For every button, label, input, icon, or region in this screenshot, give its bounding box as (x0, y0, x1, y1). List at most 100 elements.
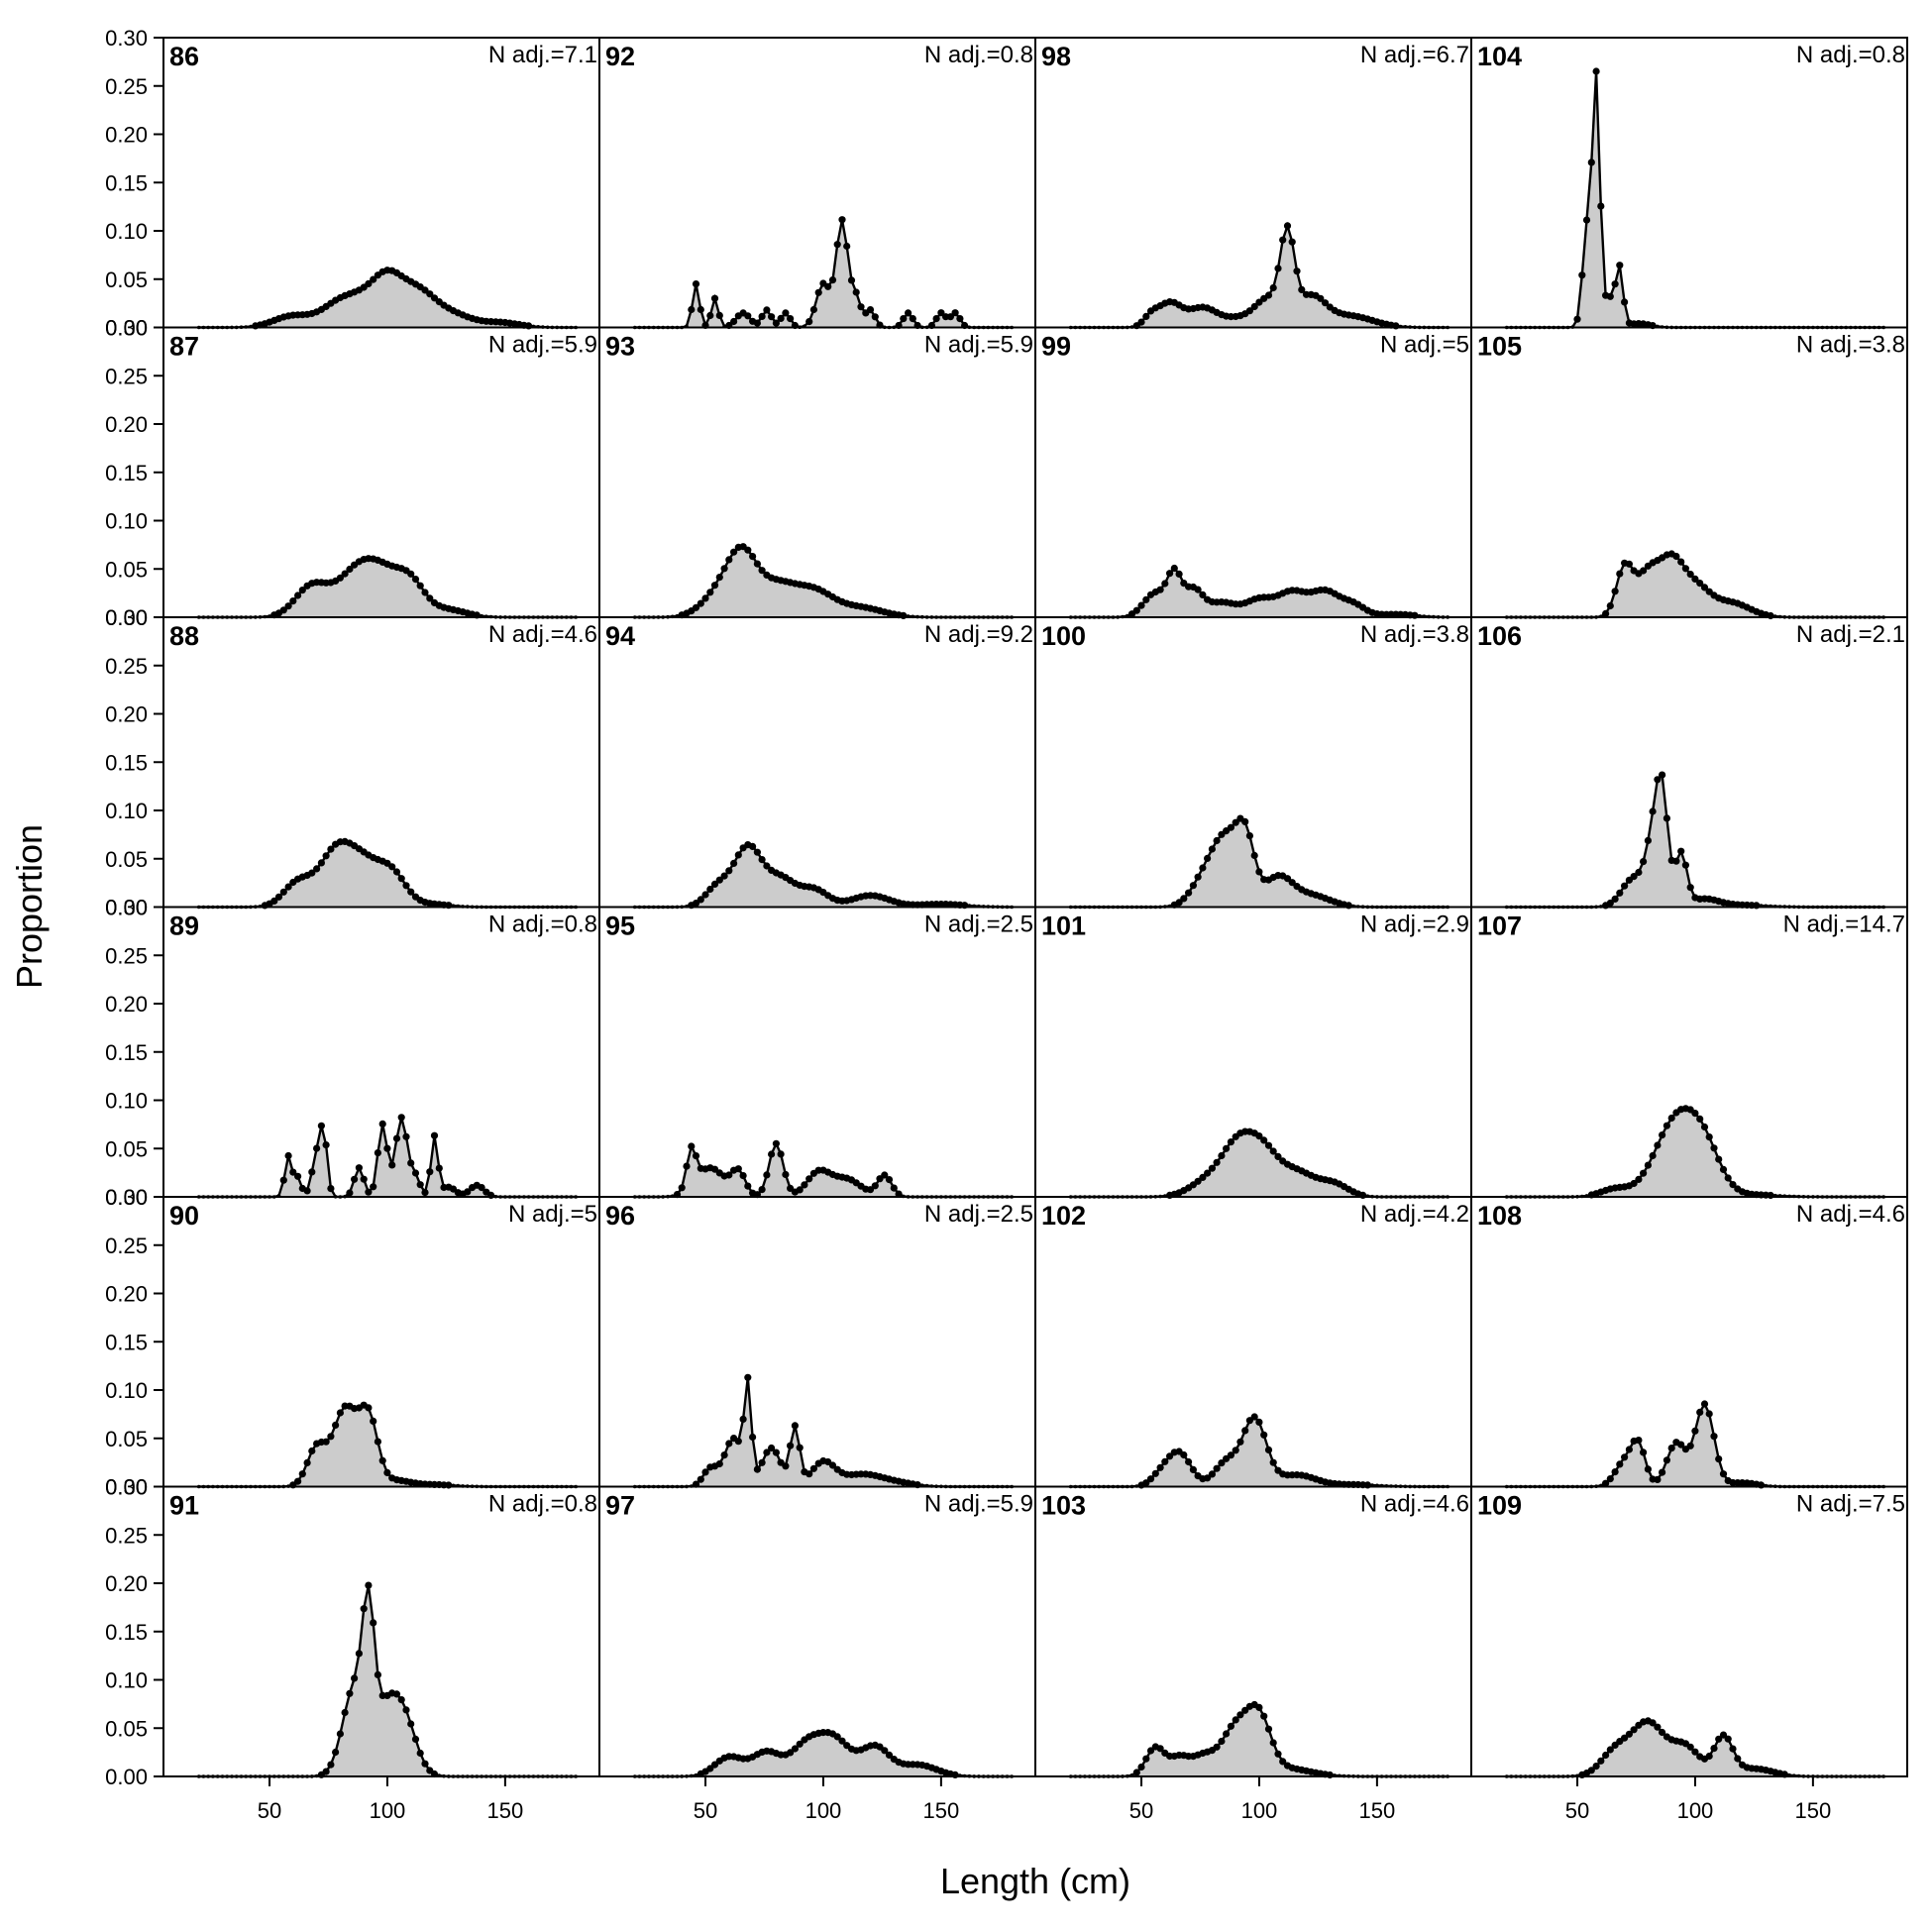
n-adj-label: N adj.=3.8 (1796, 332, 1905, 359)
data-point (1630, 1179, 1638, 1188)
data-point (1137, 318, 1145, 326)
data-point (294, 591, 302, 599)
panel-frame (598, 37, 1036, 329)
data-point (464, 1188, 472, 1196)
data-point (1264, 1446, 1273, 1453)
data-point (1223, 1144, 1231, 1152)
n-adj-label: N adj.=2.5 (924, 1201, 1033, 1228)
data-point (346, 1689, 354, 1697)
y-tick-label: 0.05 (105, 1716, 148, 1741)
data-point (1199, 590, 1207, 599)
data-point (734, 851, 742, 859)
data-point (1269, 1147, 1277, 1155)
data-point (1223, 1730, 1231, 1738)
data-point (336, 1409, 344, 1417)
panel-id-label: 90 (169, 1201, 199, 1231)
panel-frame (598, 1196, 1036, 1488)
data-point (1691, 1110, 1699, 1118)
n-adj-label: N adj.=3.8 (1360, 621, 1469, 648)
data-point (758, 1458, 766, 1466)
data-point (688, 305, 696, 314)
data-point (426, 594, 434, 602)
data-point (1611, 895, 1619, 904)
series-line-104 (1506, 70, 1884, 329)
panel-90: 90 N adj.=5 (162, 1196, 600, 1489)
n-adj-label: N adj.=0.8 (1796, 42, 1905, 68)
y-tick-label: 0.30 (105, 1475, 148, 1500)
data-point (270, 897, 278, 906)
data-point (1213, 836, 1221, 845)
y-tick-label: 0.15 (105, 1040, 148, 1065)
area-fill-93 (634, 546, 1013, 617)
panel-86: 86 N adj.=7.1 (162, 37, 600, 330)
data-point (678, 1184, 686, 1192)
data-point (1724, 1735, 1732, 1743)
y-tick-label: 0.20 (105, 702, 148, 727)
data-point (327, 845, 335, 853)
x-tick-label: 50 (1565, 1798, 1589, 1823)
data-point (777, 314, 785, 322)
panel-id-label: 89 (169, 912, 199, 941)
data-point (951, 309, 959, 317)
data-point (1700, 1123, 1709, 1131)
data-point (322, 1438, 330, 1446)
data-point (1204, 1169, 1212, 1177)
y-tick-label: 0.05 (105, 557, 148, 582)
data-point (392, 1690, 401, 1698)
panel-id-label: 105 (1477, 332, 1522, 362)
data-point (772, 1449, 781, 1456)
data-point (1705, 1752, 1713, 1761)
series-line-106 (1506, 772, 1884, 909)
panel-108: 108 N adj.=4.6 (1470, 1196, 1908, 1489)
data-point (1269, 1458, 1277, 1466)
data-point (1241, 1427, 1249, 1435)
data-point (1274, 1152, 1282, 1160)
data-point (763, 862, 771, 870)
data-point (1204, 854, 1212, 863)
panel-id-label: 93 (605, 332, 635, 362)
data-point (1663, 814, 1670, 822)
data-point (1264, 291, 1273, 299)
data-point (1700, 1400, 1709, 1408)
data-point (289, 597, 297, 605)
data-point (1734, 1755, 1742, 1763)
x-axis-title: Length (cm) (940, 1861, 1130, 1901)
data-point (407, 1159, 415, 1167)
n-adj-label: N adj.=0.8 (924, 42, 1033, 68)
data-point (1592, 1763, 1600, 1771)
data-point (697, 1475, 704, 1483)
data-point (739, 1172, 747, 1180)
panel-99: 99 N adj.=5 (1034, 326, 1472, 619)
y-tick-label: 0.30 (105, 605, 148, 630)
data-point (1156, 1463, 1164, 1471)
panel-frame (598, 326, 1036, 618)
data-point (1283, 875, 1292, 883)
data-point (725, 1171, 733, 1179)
y-tick-label: 0.15 (105, 750, 148, 775)
panel-94: 94 N adj.=9.2 (598, 616, 1036, 910)
data-point (744, 546, 752, 554)
data-point (1715, 1455, 1723, 1463)
data-point (1321, 299, 1330, 307)
data-point (1185, 889, 1193, 897)
data-point (1686, 1743, 1694, 1751)
panel-id-label: 88 (169, 621, 199, 651)
data-point (1681, 861, 1689, 869)
data-point (720, 1451, 728, 1459)
data-point (294, 1172, 302, 1180)
data-point (852, 288, 860, 296)
data-point (706, 311, 714, 320)
data-point (1640, 567, 1648, 575)
data-point (1611, 1468, 1619, 1476)
data-point (274, 893, 283, 901)
data-point (1161, 1457, 1169, 1465)
data-point (1208, 1470, 1216, 1478)
data-point (1606, 1746, 1614, 1754)
y-tick-label: 0.10 (105, 799, 148, 823)
data-point (411, 1169, 420, 1177)
y-tick-label: 0.00 (105, 316, 148, 341)
data-point (1132, 1769, 1140, 1776)
y-tick-label: 0.10 (105, 509, 148, 534)
area-fill-92 (634, 219, 1013, 328)
data-point (1218, 1459, 1226, 1467)
